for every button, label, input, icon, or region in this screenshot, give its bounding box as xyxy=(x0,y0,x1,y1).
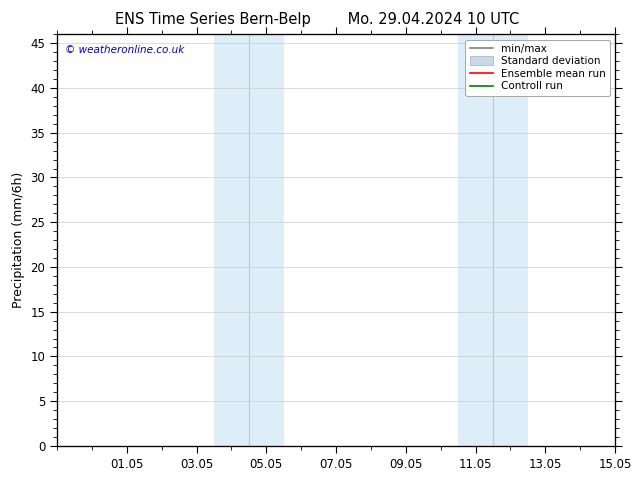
Bar xyxy=(458,34,493,446)
Bar xyxy=(249,34,284,446)
Legend: min/max, Standard deviation, Ensemble mean run, Controll run: min/max, Standard deviation, Ensemble me… xyxy=(465,40,610,96)
Bar xyxy=(493,34,528,446)
Y-axis label: Precipitation (mm/6h): Precipitation (mm/6h) xyxy=(12,172,25,308)
Bar xyxy=(214,34,249,446)
Text: ENS Time Series Bern-Belp        Mo. 29.04.2024 10 UTC: ENS Time Series Bern-Belp Mo. 29.04.2024… xyxy=(115,12,519,27)
Text: © weatheronline.co.uk: © weatheronline.co.uk xyxy=(65,45,184,54)
